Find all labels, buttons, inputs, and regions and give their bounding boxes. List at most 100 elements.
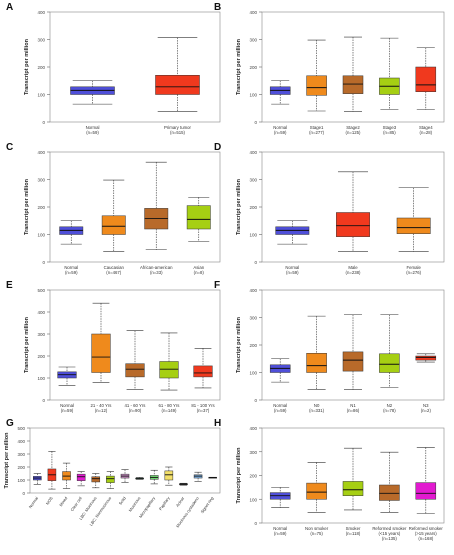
- y-tick-label: 0: [254, 260, 257, 265]
- category-count: (n=125): [346, 130, 361, 135]
- box-3: Mixed: [58, 462, 71, 508]
- category-label: Normal: [273, 125, 287, 130]
- category-label: N2: [387, 403, 393, 408]
- category-count: (n=238): [346, 270, 361, 275]
- box-5: N3(n=2): [415, 353, 437, 413]
- panel-d: D 0 100 200 300 400 Transcript per million Norm…: [214, 142, 445, 275]
- category-label: Solid: [118, 496, 127, 506]
- box-4: Clear cell: [69, 471, 86, 512]
- category-count: (n=33): [150, 270, 163, 275]
- plot-frame: [49, 11, 221, 123]
- box-2: Male(n=238): [336, 171, 370, 275]
- y-tick-label: 0: [254, 521, 257, 526]
- y-axis-label: Transcript per million: [236, 316, 242, 373]
- category-count: (n=37): [197, 408, 210, 413]
- category-count: (n=277): [309, 130, 324, 135]
- panel-letter: B: [214, 2, 221, 13]
- box-2: Non smoker(n=75): [305, 462, 329, 536]
- y-axis-label: Transcript per million: [4, 432, 10, 489]
- category-count: (n=59): [61, 408, 74, 413]
- iqr-box: [396, 217, 431, 234]
- category-label: Male: [348, 265, 358, 270]
- iqr-box: [164, 470, 174, 481]
- iqr-box: [336, 212, 370, 237]
- category-label: Reformed smoker: [409, 526, 444, 531]
- category-label: Mixed: [58, 496, 68, 508]
- category-label: Acinar: [175, 495, 186, 508]
- box-1: Normal(n=59): [70, 80, 115, 135]
- category-label: (<15 years): [378, 531, 400, 536]
- plot-frame: [29, 427, 221, 494]
- y-tick-label: 400: [249, 10, 257, 15]
- category-label: Stage4: [419, 125, 433, 130]
- category-count: (n=78): [383, 408, 396, 413]
- category-count: (n=59): [86, 130, 99, 135]
- y-tick-label: 300: [37, 332, 45, 337]
- box-3: Stage2(n=125): [342, 36, 364, 135]
- iqr-box: [306, 353, 327, 373]
- panel-letter: D: [214, 142, 221, 153]
- category-count: (n=467): [106, 270, 121, 275]
- category-count: (n=149): [162, 408, 177, 413]
- y-tick-label: 400: [17, 439, 25, 444]
- iqr-box: [155, 75, 200, 95]
- category-label: N0: [314, 403, 320, 408]
- panel-h: H 0 100 200 300 400 Transcript per million Norm…: [214, 418, 445, 541]
- category-label: 61 - 80 Yrs: [159, 403, 180, 408]
- category-label: Primary tumor: [164, 125, 192, 130]
- y-axis-label: Transcript per million: [24, 316, 30, 373]
- iqr-box: [76, 473, 86, 481]
- category-label: Stage3: [383, 125, 397, 130]
- category-count: (n=59): [274, 408, 287, 413]
- iqr-box: [415, 482, 437, 500]
- y-tick-label: 400: [37, 10, 45, 15]
- category-label: Stage1: [310, 125, 324, 130]
- y-tick-label: 200: [37, 205, 45, 210]
- iqr-box: [125, 363, 145, 378]
- y-axis-label: Transcript per million: [236, 447, 242, 504]
- y-tick-label: 400: [249, 426, 257, 431]
- category-label: Signet ring: [199, 496, 214, 515]
- y-tick-label: 300: [17, 452, 25, 457]
- box-4: Asian(n=8): [186, 197, 211, 275]
- category-count: (n=75): [310, 531, 323, 536]
- y-tick-label: 500: [37, 288, 45, 293]
- category-count: (n=515): [170, 130, 185, 135]
- box-3: 41 - 60 Yrs(n=90): [125, 330, 145, 413]
- box-5: Stage4(n=28): [415, 47, 437, 135]
- box-11: Acinar: [175, 482, 188, 508]
- y-tick-label: 400: [37, 150, 45, 155]
- category-label: Asian: [193, 265, 204, 270]
- y-tick-label: 0: [254, 120, 257, 125]
- y-tick-label: 400: [249, 288, 257, 293]
- box-2: NOS: [45, 451, 57, 506]
- box-1: Normal(n=59): [269, 487, 291, 536]
- iqr-box: [193, 365, 213, 378]
- y-tick-label: 100: [37, 93, 45, 98]
- category-count: (n=86): [347, 408, 360, 413]
- box-1: Normal: [28, 473, 42, 509]
- y-tick-label: 100: [37, 376, 45, 381]
- category-label: Normal: [86, 125, 100, 130]
- y-tick-label: 200: [249, 205, 257, 210]
- category-count: (n=90): [129, 408, 142, 413]
- panel-letter: G: [6, 418, 14, 429]
- y-tick-label: 100: [249, 93, 257, 98]
- y-axis-label: Transcript per million: [236, 38, 242, 95]
- y-tick-label: 300: [37, 38, 45, 43]
- iqr-box: [342, 75, 364, 94]
- y-tick-label: 0: [42, 398, 45, 403]
- iqr-box: [342, 481, 364, 496]
- iqr-box: [379, 353, 400, 373]
- iqr-box: [106, 475, 115, 483]
- y-tick-label: 200: [37, 65, 45, 70]
- category-label: Caucasian: [104, 265, 125, 270]
- iqr-box: [186, 205, 211, 230]
- category-label: N3: [423, 403, 429, 408]
- category-label: Normal: [60, 403, 74, 408]
- category-count: (n=331): [309, 408, 324, 413]
- y-tick-label: 200: [249, 474, 257, 479]
- y-tick-label: 100: [249, 371, 257, 376]
